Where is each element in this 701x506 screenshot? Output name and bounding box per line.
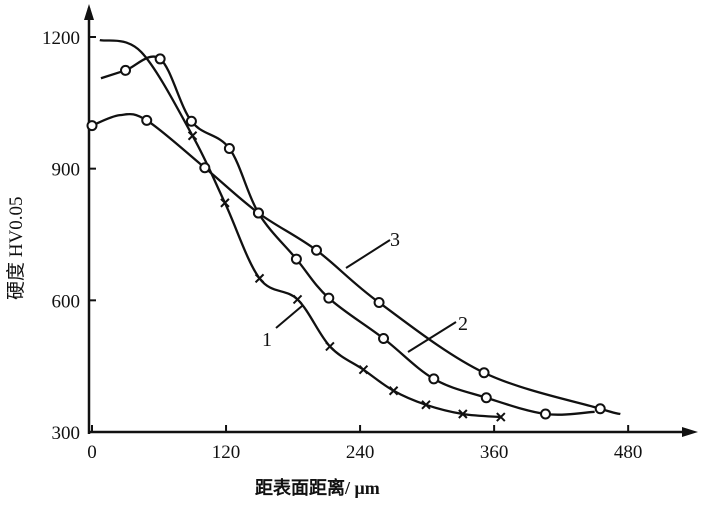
data-point-circle (311, 244, 323, 256)
axes (84, 4, 698, 437)
leader-line-2 (407, 321, 457, 353)
data-point-cross (325, 341, 335, 352)
data-point-circle (378, 333, 390, 345)
x-axis-arrow-icon (682, 427, 698, 437)
data-point-cross (292, 294, 303, 305)
series-line-1 (99, 38, 501, 419)
data-point-cross (220, 198, 230, 208)
x-tick-label: 480 (614, 442, 643, 463)
data-point-circle (323, 292, 335, 304)
data-point-circle (480, 392, 492, 404)
y-axis-arrow-icon (84, 4, 94, 20)
data-point-circle (199, 162, 211, 174)
curve-label-3: 3 (390, 229, 400, 251)
data-point-circle (478, 367, 490, 379)
x-tick-label: 240 (346, 442, 375, 463)
data-point-circle (290, 253, 302, 265)
data-point-circle (141, 114, 153, 126)
data-point-cross (388, 386, 399, 396)
data-point-circle (373, 297, 385, 309)
data-point-circle (185, 115, 197, 127)
y-tick-label: 900 (52, 160, 81, 181)
y-axis-label: 硬度 HV0.05 (5, 197, 27, 300)
data-point-circle (540, 408, 552, 420)
leader-line-1 (275, 305, 303, 329)
x-tick-label: 120 (212, 442, 241, 463)
data-point-cross (187, 131, 198, 141)
data-point-cross (496, 412, 506, 422)
series-3 (86, 112, 621, 416)
curve-label-2: 2 (458, 313, 468, 335)
data-point-circle (594, 403, 606, 415)
x-tick-label: 0 (87, 442, 97, 463)
series-1 (99, 38, 506, 422)
series-line-3 (91, 112, 621, 416)
curve-label-1: 1 (262, 329, 272, 351)
data-point-circle (428, 373, 440, 385)
data-point-cross (358, 364, 369, 375)
series-2 (100, 53, 595, 420)
y-tick-label: 1200 (42, 28, 80, 49)
data-point-circle (86, 120, 98, 132)
x-tick-label: 360 (480, 442, 509, 463)
x-axis-label: 距表面距离/ μm (255, 477, 380, 498)
y-tick-label: 300 (52, 423, 81, 444)
data-point-circle (252, 207, 264, 219)
data-point-cross (458, 409, 468, 419)
data-point-circle (120, 64, 132, 76)
leader-line-3 (345, 239, 391, 269)
data-point-circle (154, 53, 166, 65)
y-tick-label: 600 (52, 291, 81, 312)
data-point-cross (421, 400, 431, 410)
data-point-circle (223, 142, 235, 154)
data-point-cross (254, 273, 265, 284)
